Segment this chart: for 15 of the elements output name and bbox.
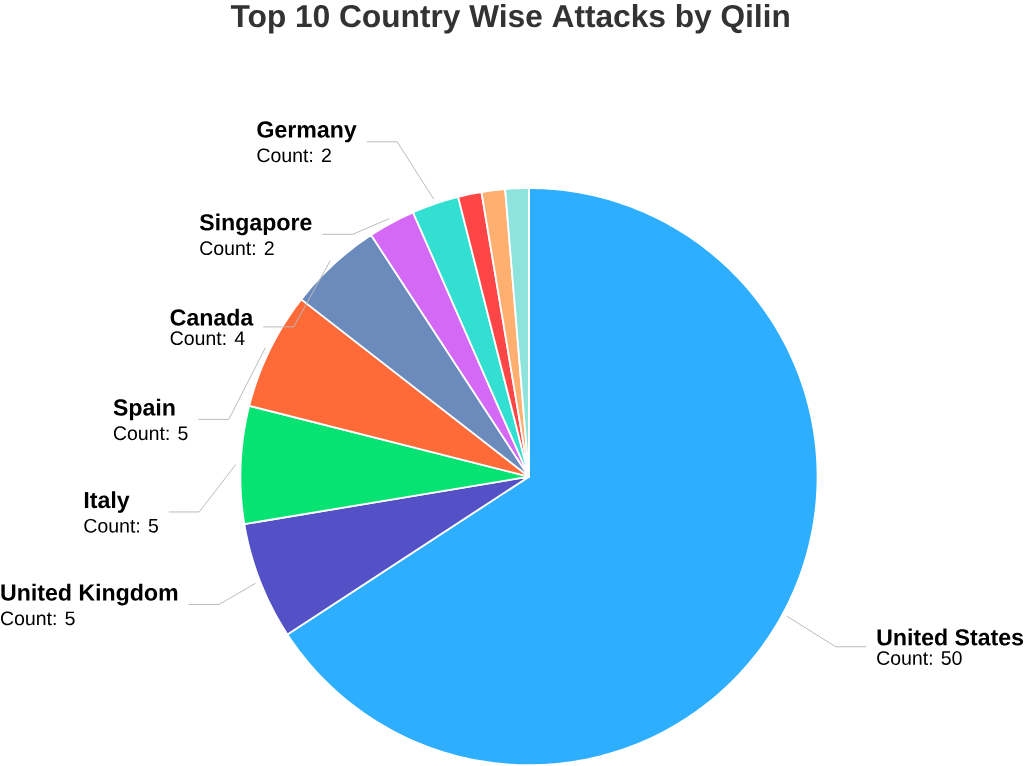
slice-label: United States bbox=[877, 628, 1024, 646]
slice-label: United Kingdom bbox=[1, 583, 178, 606]
data-label: Count: 2 bbox=[200, 241, 274, 256]
slice-label: Spain bbox=[113, 398, 175, 421]
data-label: Count: 5 bbox=[1, 611, 75, 626]
slice-label: Canada bbox=[170, 308, 254, 326]
slice-label: Singapore bbox=[199, 213, 312, 236]
data-label: Count: 5 bbox=[84, 518, 158, 533]
data-label: Count: 4 bbox=[170, 331, 245, 346]
chart-title: Top 10 Country Wise Attacks by Qilin bbox=[230, 4, 789, 34]
slice-label: Germany bbox=[257, 121, 357, 143]
data-label: Count: 5 bbox=[113, 426, 188, 441]
slice-label: Italy bbox=[84, 491, 130, 513]
data-label: Count: 50 bbox=[877, 651, 962, 665]
data-label: Count: 2 bbox=[257, 148, 331, 163]
